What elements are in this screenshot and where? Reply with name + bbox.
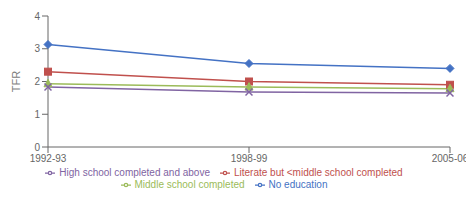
svg-text:2: 2: [34, 76, 40, 87]
html-text:Middle school completed: Middle school completed: [134, 179, 245, 190]
svg-text:1992-93: 1992-93: [30, 153, 67, 164]
svg-text:1998-99: 1998-99: [231, 153, 268, 164]
html-text:High school completed and abov: High school completed and above: [59, 167, 210, 178]
svg-text:4: 4: [34, 11, 40, 22]
svg-text:1: 1: [34, 109, 40, 120]
html-text:No education: No education: [268, 179, 328, 190]
svg-text:0: 0: [34, 142, 40, 153]
svg-text:2005-06: 2005-06: [432, 153, 466, 164]
svg-text:TFR: TFR: [10, 71, 22, 92]
svg-text:3: 3: [34, 43, 40, 54]
html-text:Literate but <middle school co: Literate but <middle school completed: [234, 167, 403, 178]
